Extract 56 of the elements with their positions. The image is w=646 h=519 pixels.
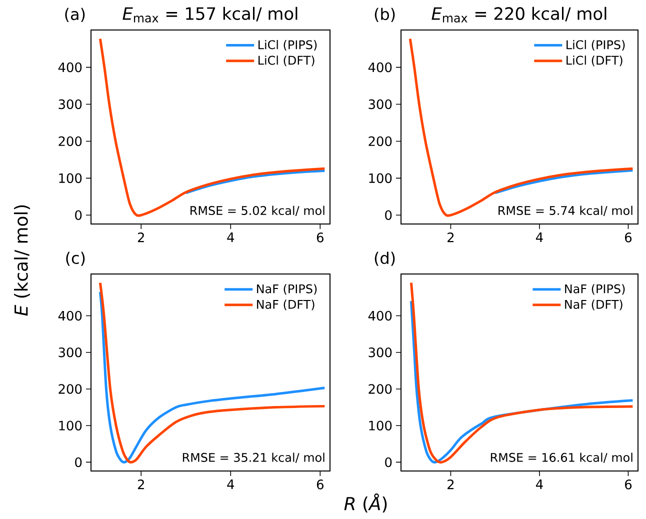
legend-label: NaF (PIPS) [565, 284, 625, 295]
annotation: RMSE = 5.74 kcal/ mol [498, 206, 632, 216]
y-tick-label: 0 [385, 210, 392, 220]
y-tick-label: 300 [58, 99, 82, 110]
x-tick-label: 4 [536, 480, 543, 489]
y-tick-label: 400 [368, 310, 392, 321]
x-tick-label: 2 [448, 232, 454, 242]
x-tick-label: 2 [448, 480, 454, 490]
y-tick-label: 100 [369, 420, 392, 430]
y-tick-label: 200 [368, 136, 392, 146]
legend-label: LiCl (DFT) [258, 56, 314, 66]
legend-label: NaF (DFT) [257, 300, 314, 310]
y-tick-label: 300 [58, 347, 82, 358]
y-tick-label: 300 [368, 99, 392, 110]
y-axis-title: E (kcal/ mol) [14, 205, 30, 316]
line-series [98, 38, 326, 217]
text: (b) [374, 8, 395, 22]
y-tick-label: 200 [58, 136, 82, 146]
x-tick-label: 4 [536, 232, 543, 242]
annotation: RMSE = 16.61 kcal/ mol [490, 452, 632, 463]
y-tick-label: 100 [59, 420, 82, 430]
legend-label: LiCl (PIPS) [566, 40, 625, 51]
y-tick-label: 0 [75, 210, 82, 220]
text: (d) [374, 252, 395, 266]
legend-label: LiCl (PIPS) [258, 40, 317, 51]
y-tick-label: 300 [368, 347, 392, 358]
text: (c) [66, 252, 85, 266]
annotation: RMSE = 35.21 kcal/ mol [182, 452, 324, 463]
legend-label: NaF (DFT) [565, 300, 622, 310]
x-tick-label: 6 [316, 480, 324, 490]
line-series [408, 38, 634, 217]
x-axis-title: R (Å) [344, 493, 387, 512]
x-tick-label: 4 [227, 480, 234, 489]
text: (a) [65, 8, 85, 22]
y-tick-label: 0 [75, 457, 82, 468]
y-tick-label: 200 [58, 384, 82, 394]
legend-label: LiCl (DFT) [566, 56, 622, 66]
y-tick-label: 400 [58, 62, 82, 72]
y-tick-label: 100 [369, 173, 392, 184]
line-series [494, 169, 634, 194]
annotation: RMSE = 5.02 kcal/ mol [190, 206, 324, 216]
y-tick-label: 100 [59, 173, 82, 184]
y-tick-label: 400 [368, 62, 392, 72]
x-tick-label: 6 [316, 232, 324, 242]
line-series [184, 170, 326, 194]
chart-title: E$_{max}$ = 157 kcal/ mol [122, 6, 298, 22]
x-tick-label: 6 [625, 232, 632, 242]
x-tick-label: 2 [138, 480, 144, 490]
y-tick-label: 0 [385, 457, 392, 468]
y-tick-label: 400 [58, 310, 82, 321]
y-tick-label: 200 [368, 384, 392, 394]
x-tick-label: 6 [625, 480, 632, 490]
x-tick-label: 2 [138, 232, 144, 242]
x-tick-label: 4 [227, 232, 234, 242]
legend-label: NaF (PIPS) [257, 284, 317, 295]
chart-title: E$_{max}$ = 220 kcal/ mol [432, 6, 606, 22]
